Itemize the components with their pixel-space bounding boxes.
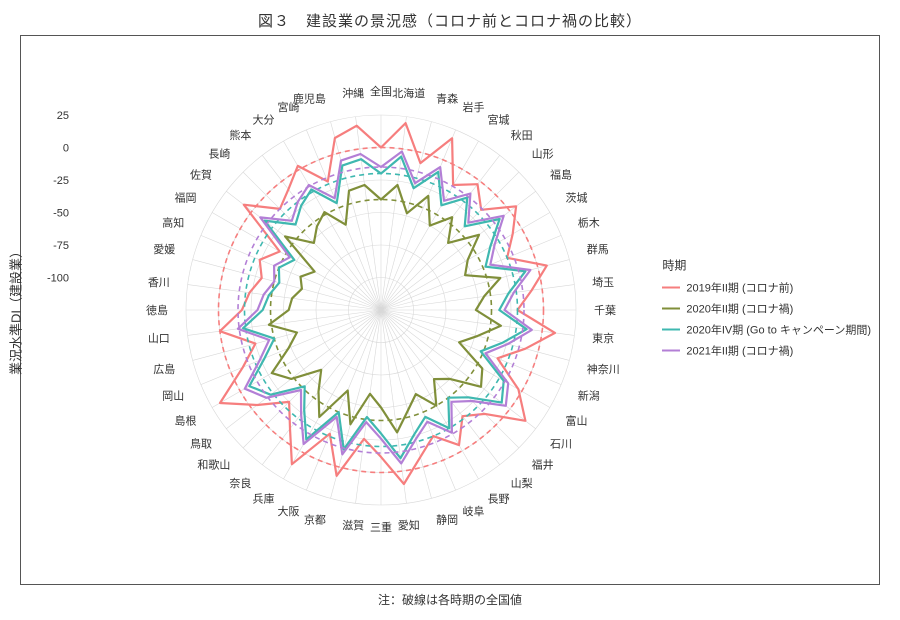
svg-text:石川: 石川 (550, 439, 572, 451)
svg-text:茨城: 茨城 (565, 191, 587, 205)
svg-text:滋賀: 滋賀 (342, 519, 364, 532)
svg-text:奈良: 奈良 (229, 476, 251, 490)
svg-text:大分: 大分 (253, 113, 275, 127)
chart-footnote: 注：破線は各時期の全国値 (0, 585, 900, 608)
svg-text:富山: 富山 (565, 414, 587, 428)
svg-text:山形: 山形 (532, 147, 554, 160)
svg-text:徳島: 徳島 (146, 303, 168, 317)
legend-title: 時期 (662, 257, 871, 274)
svg-text:香川: 香川 (148, 276, 170, 289)
svg-text:-75: -75 (53, 240, 69, 252)
svg-text:埼玉: 埼玉 (592, 275, 614, 289)
svg-text:福井: 福井 (532, 458, 554, 472)
svg-text:鹿児島: 鹿児島 (293, 91, 326, 105)
legend-swatch (662, 287, 680, 289)
legend-item: 2020年II期 (コロナ禍) (662, 301, 871, 317)
svg-text:全国: 全国 (370, 84, 392, 98)
svg-text:岩手: 岩手 (463, 100, 485, 114)
svg-text:島根: 島根 (175, 414, 197, 428)
svg-text:広島: 広島 (153, 362, 175, 376)
svg-text:鳥取: 鳥取 (190, 437, 212, 451)
legend-item: 2019年II期 (コロナ前) (662, 280, 871, 296)
svg-text:長崎: 長崎 (208, 146, 230, 160)
svg-text:福岡: 福岡 (175, 191, 197, 205)
svg-text:25: 25 (57, 110, 69, 122)
y-axis-label: 業況水準DI（建設業） (6, 245, 25, 375)
svg-text:山口: 山口 (148, 332, 170, 345)
legend-item: 2021年II期 (コロナ禍) (662, 343, 871, 359)
svg-text:静岡: 静岡 (436, 513, 458, 527)
svg-text:熊本: 熊本 (229, 128, 251, 142)
svg-text:大阪: 大阪 (277, 504, 299, 518)
legend-swatch (662, 350, 680, 352)
legend-label: 2019年II期 (コロナ前) (686, 280, 793, 296)
svg-text:東京: 東京 (592, 331, 614, 345)
svg-text:長野: 長野 (488, 492, 510, 505)
svg-text:神奈川: 神奈川 (587, 362, 620, 376)
svg-text:沖縄: 沖縄 (342, 86, 364, 100)
svg-text:佐賀: 佐賀 (190, 167, 212, 181)
svg-text:高知: 高知 (162, 215, 184, 229)
chart-panel: 業況水準DI（建設業） -100-75-50-25025全国北海道青森岩手宮城秋… (20, 35, 880, 585)
svg-text:愛知: 愛知 (398, 518, 420, 532)
svg-text:新潟: 新潟 (578, 389, 600, 403)
svg-text:兵庫: 兵庫 (253, 491, 275, 505)
legend-label: 2020年IV期 (Go to キャンペーン期間) (686, 322, 871, 338)
legend-item: 2020年IV期 (Go to キャンペーン期間) (662, 322, 871, 338)
svg-text:千葉: 千葉 (594, 303, 616, 317)
chart-title: 図３ 建設業の景況感（コロナ前とコロナ禍の比較） (0, 0, 900, 35)
svg-text:宮城: 宮城 (488, 113, 510, 127)
svg-text:群馬: 群馬 (587, 242, 609, 256)
svg-text:福島: 福島 (550, 167, 572, 181)
svg-text:山梨: 山梨 (511, 476, 533, 490)
legend-swatch (662, 329, 680, 331)
legend-label: 2020年II期 (コロナ禍) (686, 301, 793, 317)
svg-text:三重: 三重 (370, 520, 392, 534)
svg-text:北海道: 北海道 (392, 86, 425, 100)
svg-text:岐阜: 岐阜 (463, 505, 485, 518)
svg-text:青森: 青森 (436, 91, 458, 105)
svg-text:京都: 京都 (304, 513, 326, 527)
svg-text:0: 0 (63, 143, 69, 155)
svg-text:-50: -50 (53, 208, 69, 220)
legend-swatch (662, 308, 680, 310)
svg-text:岡山: 岡山 (162, 390, 184, 403)
legend-label: 2021年II期 (コロナ禍) (686, 343, 793, 359)
legend: 時期 2019年II期 (コロナ前) 2020年II期 (コロナ禍) 2020年IV… (662, 257, 871, 364)
svg-text:栃木: 栃木 (578, 215, 600, 229)
svg-text:秋田: 秋田 (511, 128, 533, 142)
svg-text:愛媛: 愛媛 (153, 242, 175, 256)
svg-text:和歌山: 和歌山 (197, 458, 230, 472)
svg-text:-25: -25 (53, 175, 69, 187)
svg-text:-100: -100 (47, 273, 69, 285)
